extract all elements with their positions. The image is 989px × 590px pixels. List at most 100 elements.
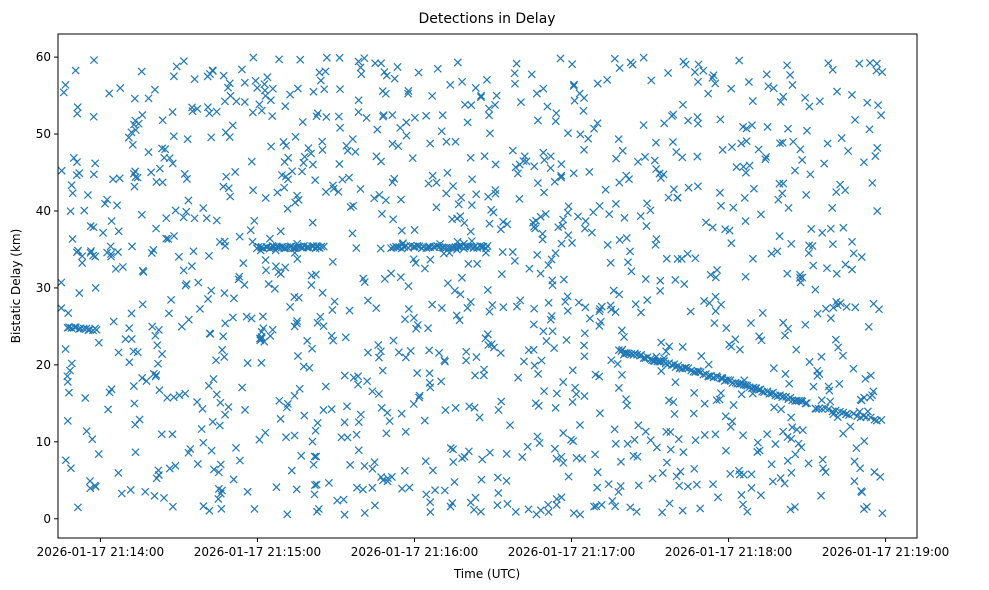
data-point	[563, 129, 573, 138]
data-point	[377, 473, 386, 482]
data-point	[743, 507, 752, 516]
data-point	[321, 382, 330, 391]
data-point	[559, 378, 568, 387]
data-point	[393, 62, 402, 71]
data-point	[460, 100, 469, 109]
data-point	[630, 435, 639, 444]
data-point	[540, 387, 549, 396]
data-point	[633, 157, 642, 166]
data-point	[283, 204, 292, 213]
data-point	[356, 63, 365, 72]
data-point	[346, 460, 355, 469]
data-point	[113, 201, 122, 210]
data-point	[675, 481, 684, 490]
data-point	[467, 201, 476, 210]
data-point	[532, 89, 541, 98]
data-point	[377, 209, 386, 218]
data-point	[877, 111, 886, 120]
y-tick-label: 30	[36, 281, 51, 295]
data-point	[131, 125, 140, 135]
data-point	[235, 456, 244, 465]
data-point	[235, 272, 244, 281]
data-point	[126, 485, 135, 494]
data-point	[287, 466, 296, 475]
data-point	[204, 381, 213, 390]
data-point	[527, 70, 536, 79]
data-point	[814, 404, 823, 413]
data-point	[632, 507, 641, 516]
data-point	[676, 467, 685, 476]
data-point	[589, 208, 598, 217]
data-point	[739, 162, 748, 171]
data-point	[169, 132, 178, 141]
data-point	[106, 242, 115, 251]
data-point	[671, 378, 680, 387]
data-point	[107, 385, 116, 394]
data-point	[376, 157, 386, 166]
data-point	[564, 231, 573, 240]
data-point	[154, 470, 163, 480]
data-point	[686, 307, 695, 316]
data-point	[531, 224, 540, 233]
data-point	[276, 227, 285, 236]
data-point	[606, 258, 615, 267]
data-point	[324, 478, 333, 487]
data-point	[865, 125, 874, 134]
data-point	[727, 342, 736, 351]
data-point	[193, 459, 202, 468]
data-point	[579, 106, 588, 115]
data-point	[114, 468, 123, 477]
data-point	[737, 139, 746, 148]
data-point	[261, 256, 270, 265]
data-point	[672, 148, 681, 157]
data-point	[700, 399, 709, 408]
data-point	[462, 347, 471, 356]
data-point	[832, 269, 841, 278]
data-point	[705, 299, 714, 308]
data-point	[268, 325, 277, 334]
data-point	[769, 84, 778, 93]
data-point	[540, 188, 549, 197]
data-point	[693, 77, 702, 86]
data-point	[292, 485, 301, 494]
data-point	[352, 244, 361, 253]
data-point	[839, 429, 848, 438]
data-point	[710, 319, 719, 328]
data-point	[316, 76, 325, 85]
data-point	[716, 201, 726, 210]
data-point	[533, 432, 542, 441]
data-point	[666, 445, 675, 454]
data-point	[226, 192, 235, 201]
data-point	[779, 318, 788, 327]
data-point	[547, 311, 556, 321]
data-point	[550, 344, 559, 353]
data-point	[559, 275, 568, 284]
data-point	[240, 78, 249, 87]
data-point	[127, 334, 136, 344]
data-point	[615, 235, 624, 244]
data-point	[405, 483, 414, 492]
data-point	[92, 325, 101, 334]
data-point	[821, 468, 830, 477]
data-point	[478, 455, 487, 464]
data-point	[368, 387, 377, 396]
data-point	[572, 453, 581, 462]
data-point	[727, 142, 736, 152]
data-point	[580, 145, 589, 154]
data-point	[67, 181, 76, 190]
data-point	[451, 403, 460, 412]
data-point	[169, 72, 178, 81]
data-point	[584, 134, 593, 143]
data-point	[722, 324, 731, 333]
data-point	[154, 325, 163, 334]
data-point	[144, 148, 153, 157]
data-point	[694, 60, 703, 69]
data-point	[769, 364, 778, 373]
data-point	[818, 455, 827, 464]
data-point	[785, 379, 794, 388]
data-point	[268, 112, 277, 121]
data-point	[342, 141, 351, 150]
data-point	[564, 202, 573, 211]
data-point	[822, 264, 831, 273]
data-point	[240, 405, 250, 414]
